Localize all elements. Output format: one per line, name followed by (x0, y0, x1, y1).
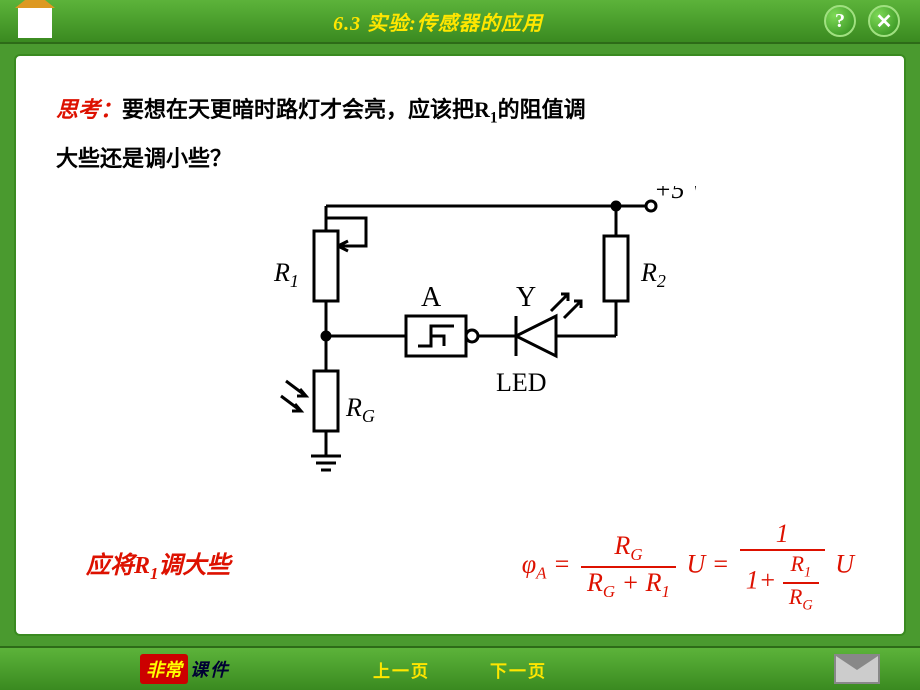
answer-suffix: 调大些 (158, 553, 230, 579)
question-text: 思考：要想在天更暗时路灯才会亮，应该把R1的阻值调 大些还是调小些？ (56, 86, 864, 184)
home-icon (15, 0, 55, 8)
question-line2: 大些还是调小些？ (56, 146, 232, 171)
answer-prefix: 应将R (86, 553, 150, 579)
answer-text: 应将R1调大些 (86, 545, 230, 584)
bottombar: 非常 课件 上一页 下一页 (0, 646, 920, 690)
svg-text:+5 V: +5 V (654, 186, 696, 204)
U2: U (835, 550, 854, 579)
brand: 非常 课件 (140, 654, 230, 684)
home-button[interactable] (18, 4, 52, 38)
circuit-diagram: +5 V R1 R2 RG A Y LED (256, 186, 696, 476)
help-button[interactable]: ? (824, 5, 856, 37)
svg-text:Y: Y (516, 282, 536, 313)
titlebar-actions: ? ✕ (824, 5, 900, 37)
brand-highlight: 非常 (140, 654, 188, 684)
frac1: RG RG + R1 (581, 531, 676, 601)
nav-buttons: 上一页 下一页 (373, 657, 547, 682)
titlebar: 6.3 实验:传感器的应用 ? ✕ (0, 0, 920, 44)
svg-text:RG: RG (345, 393, 375, 426)
phi-sub: A (536, 564, 546, 583)
U1: U (686, 550, 705, 579)
content-area: 思考：要想在天更暗时路灯才会亮，应该把R1的阻值调 大些还是调小些？ (14, 54, 906, 636)
mail-button[interactable] (834, 654, 880, 684)
svg-text:R2: R2 (640, 258, 666, 291)
eq2: = (712, 550, 736, 579)
prev-button[interactable]: 上一页 (373, 657, 430, 682)
svg-text:R1: R1 (273, 258, 299, 291)
svg-text:A: A (421, 282, 442, 313)
question-sub: 1 (490, 109, 498, 126)
close-button[interactable]: ✕ (868, 5, 900, 37)
eq1: = (553, 550, 577, 579)
next-button[interactable]: 下一页 (490, 657, 547, 682)
question-line1b: 的阻值调 (498, 97, 586, 122)
formula: φA = RG RG + R1 U = 1 1+ R1 RG U (522, 519, 854, 614)
frac2: 1 1+ R1 RG (740, 519, 825, 614)
brand-text: 课件 (190, 656, 230, 682)
question-line1a: 要想在天更暗时路灯才会亮，应该把R (122, 97, 490, 122)
svg-text:LED: LED (496, 368, 547, 397)
page-title: 6.3 实验:传感器的应用 (52, 7, 824, 36)
phi: φ (522, 550, 536, 579)
think-label: 思考： (56, 97, 122, 122)
